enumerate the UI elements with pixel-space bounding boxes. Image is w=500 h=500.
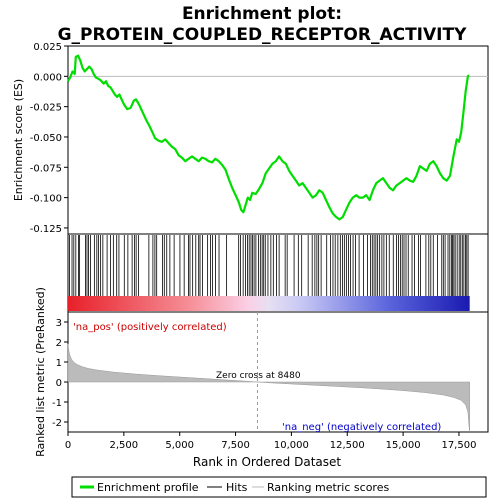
rank-ytick-label: 3	[56, 318, 62, 329]
legend-hits-label: Hits	[226, 481, 248, 494]
rank-ytick-label: 0	[56, 378, 62, 389]
legend-ranking-label: Ranking metric scores	[267, 481, 389, 494]
x-tick-label: 17,500	[441, 440, 476, 451]
chart-title-line1: Enrichment plot:	[182, 4, 342, 24]
neg-label: 'na_neg' (negatively correlated)	[282, 422, 441, 433]
x-axis-label: Rank in Ordered Dataset	[193, 455, 341, 469]
pos-label: 'na_pos' (positively correlated)	[73, 322, 227, 333]
es-panel	[67, 45, 489, 235]
es-ytick-label: -0.075	[30, 163, 62, 174]
es-ylabel: Enrichment score (ES)	[12, 79, 25, 201]
es-ytick-label: 0.000	[33, 72, 62, 83]
es-ytick-label: -0.050	[30, 133, 62, 144]
rank-ylabel: Ranked list metric (PreRanked)	[34, 287, 47, 457]
x-tick-label: 5,000	[165, 440, 194, 451]
ranking-color-bar	[68, 296, 470, 311]
legend-box	[71, 476, 487, 498]
x-tick-label: 2,500	[110, 440, 139, 451]
es-ytick-label: -0.025	[30, 103, 62, 114]
rank-ytick-label: -1	[52, 398, 62, 409]
x-tick-label: 10,000	[274, 440, 309, 451]
es-ytick-label: -0.100	[30, 194, 62, 205]
x-tick-label: 7,500	[221, 440, 250, 451]
zero-cross-label: Zero cross at 8480	[216, 371, 301, 381]
x-tick-label: 15,000	[386, 440, 421, 451]
enrichment-profile-line	[67, 54, 470, 221]
x-tick-label: 0	[65, 440, 71, 451]
rank-ytick-label: -2	[52, 418, 62, 429]
es-ytick-label: 0.025	[33, 42, 62, 53]
rank-ytick-label: 1	[56, 358, 62, 369]
rank-ytick-label: 2	[56, 338, 62, 349]
ranking-metric-area	[67, 343, 470, 433]
legend-enrichment-label: Enrichment profile	[97, 481, 199, 494]
rank-panel	[67, 311, 489, 433]
chart-title-line2: G_PROTEIN_COUPLED_RECEPTOR_ACTIVITY	[58, 25, 467, 45]
es-ytick-label: -0.125	[30, 224, 62, 235]
x-tick-label: 12,500	[330, 440, 365, 451]
